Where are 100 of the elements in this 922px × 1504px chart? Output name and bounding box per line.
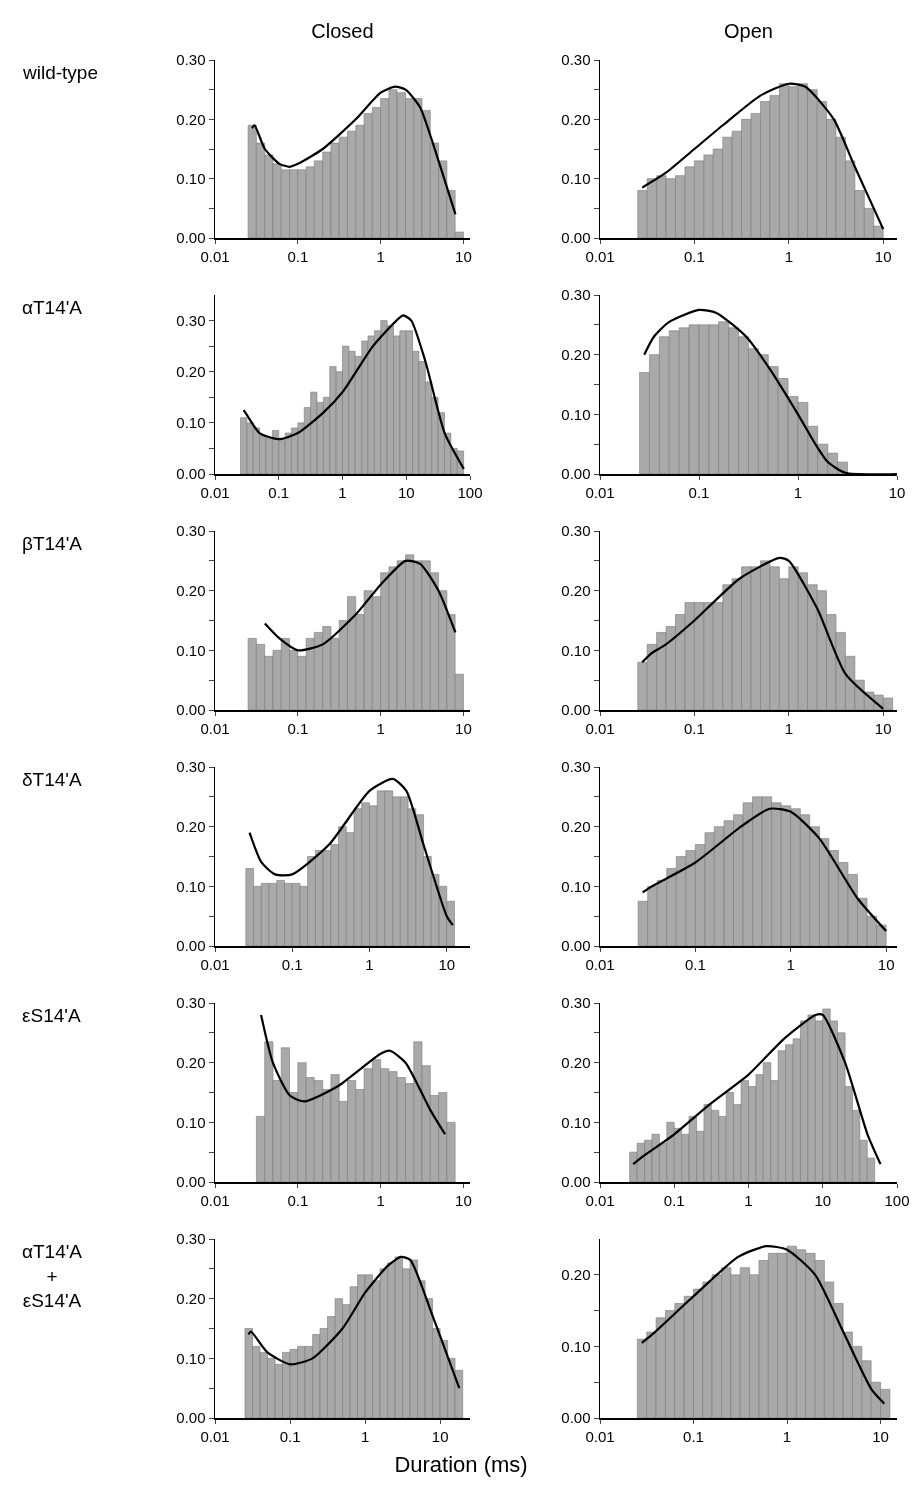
y-tick-label: 0.10 xyxy=(176,641,206,659)
x-tick-label: 1 xyxy=(365,955,374,973)
y-tick-label: 0.30 xyxy=(176,758,206,776)
y-tick-label: 0.30 xyxy=(176,1230,206,1248)
x-tick-label: 1 xyxy=(376,1191,385,1209)
x-tick-label: 0.1 xyxy=(684,955,706,973)
y-axis-title: δT14'A xyxy=(22,769,82,790)
x-tick-label: 1 xyxy=(793,483,803,501)
y-axis-title: αT14'A xyxy=(22,297,83,318)
x-tick-label: 10 xyxy=(438,955,456,973)
y-tick-label: 0.10 xyxy=(176,414,206,432)
y-tick-label: 0.10 xyxy=(176,169,206,187)
x-tick-label: 0.01 xyxy=(585,247,615,265)
x-tick-label: 1 xyxy=(786,955,795,973)
x-tick-label: 0.01 xyxy=(585,1427,615,1445)
y-tick-label: 0.00 xyxy=(176,937,206,955)
y-tick-label: 0.00 xyxy=(176,1173,206,1191)
x-tick-label: 10 xyxy=(888,483,906,501)
x-tick-label: 1 xyxy=(744,1191,753,1209)
y-tick-label: 0.00 xyxy=(561,229,591,247)
y-tick-label: 0.00 xyxy=(176,701,206,719)
y-tick-label: 0.00 xyxy=(176,229,206,247)
x-tick-label: 0.01 xyxy=(200,719,230,737)
x-tick-label: 10 xyxy=(877,955,895,973)
y-axis-title: αT14'A + εS14'A xyxy=(22,1241,83,1312)
y-tick-label: 0.10 xyxy=(561,169,591,187)
y-tick-label: 0.00 xyxy=(176,1409,206,1427)
y-tick-label: 0.20 xyxy=(176,1053,206,1071)
y-tick-label: 0.30 xyxy=(561,286,591,304)
x-tick-label: 100 xyxy=(884,1191,910,1209)
y-tick-label: 0.00 xyxy=(561,1409,591,1427)
x-tick-label: 0.01 xyxy=(585,955,615,973)
y-tick-label: 0.20 xyxy=(561,110,591,128)
x-tick-label: 1 xyxy=(360,1427,370,1445)
y-tick-label: 0.10 xyxy=(176,1349,206,1367)
x-tick-label: 0.1 xyxy=(683,1427,704,1445)
x-tick-label: 0.1 xyxy=(683,719,705,737)
x-tick-label: 1 xyxy=(782,1427,792,1445)
y-tick-label: 0.20 xyxy=(561,345,591,363)
chart-title: Open xyxy=(724,20,773,42)
x-tick-label: 0.1 xyxy=(663,1191,685,1209)
y-tick-label: 0.30 xyxy=(176,311,206,329)
x-tick-label: 1 xyxy=(784,719,793,737)
y-tick-label: 0.20 xyxy=(561,1053,591,1071)
y-tick-label: 0.10 xyxy=(561,1337,591,1355)
x-tick-label: 10 xyxy=(872,1427,889,1445)
x-tick-label: 10 xyxy=(814,1191,832,1209)
y-tick-label: 0.30 xyxy=(561,522,591,540)
y-tick-label: 0.10 xyxy=(561,877,591,895)
x-tick-label: 10 xyxy=(874,247,892,265)
x-tick-label: 0.01 xyxy=(585,1191,615,1209)
x-tick-label: 1 xyxy=(376,247,385,265)
y-tick-label: 0.30 xyxy=(561,758,591,776)
y-tick-label: 0.10 xyxy=(176,1113,206,1131)
x-tick-label: 10 xyxy=(397,483,415,501)
y-tick-label: 0.30 xyxy=(561,994,591,1012)
y-tick-label: 0.30 xyxy=(176,51,206,69)
x-tick-label: 0.01 xyxy=(200,1191,230,1209)
y-tick-label: 0.00 xyxy=(561,1173,591,1191)
x-tick-label: 0.1 xyxy=(287,719,309,737)
y-tick-label: 0.00 xyxy=(561,465,591,483)
y-axis-title: εS14'A xyxy=(22,1005,81,1026)
y-tick-label: 0.10 xyxy=(176,877,206,895)
y-tick-label: 0.20 xyxy=(561,817,591,835)
x-tick-label: 0.01 xyxy=(585,483,615,501)
y-tick-label: 0.20 xyxy=(561,1266,591,1284)
y-tick-label: 0.00 xyxy=(561,937,591,955)
y-tick-label: 0.20 xyxy=(176,1289,206,1307)
x-tick-label: 0.1 xyxy=(281,955,303,973)
x-tick-label: 10 xyxy=(455,719,472,737)
y-tick-label: 0.00 xyxy=(561,701,591,719)
y-tick-label: 0.20 xyxy=(561,581,591,599)
x-tick-label: 0.01 xyxy=(200,483,230,501)
y-tick-label: 0.10 xyxy=(561,1113,591,1131)
x-tick-label: 10 xyxy=(431,1427,449,1445)
chart-title: Closed xyxy=(311,20,374,42)
x-tick-label: 0.1 xyxy=(287,1191,309,1209)
x-tick-label: 100 xyxy=(457,483,483,501)
x-tick-label: 0.01 xyxy=(200,247,230,265)
y-tick-label: 0.20 xyxy=(176,581,206,599)
y-tick-label: 0.10 xyxy=(561,405,591,423)
x-tick-label: 1 xyxy=(784,247,793,265)
x-tick-label: 0.1 xyxy=(268,483,290,501)
x-tick-label: 0.1 xyxy=(287,247,309,265)
x-tick-label: 0.01 xyxy=(200,955,230,973)
x-tick-label: 1 xyxy=(338,483,347,501)
y-tick-label: 0.30 xyxy=(176,994,206,1012)
y-tick-label: 0.00 xyxy=(176,465,206,483)
x-tick-label: 0.01 xyxy=(585,719,615,737)
x-tick-label: 10 xyxy=(455,247,472,265)
y-tick-label: 0.20 xyxy=(176,362,206,380)
y-axis-title: wild-type xyxy=(22,62,98,83)
x-axis-title: Duration (ms) xyxy=(393,1452,529,1478)
x-tick-label: 0.1 xyxy=(688,483,710,501)
y-tick-label: 0.20 xyxy=(176,110,206,128)
y-tick-label: 0.20 xyxy=(176,817,206,835)
x-tick-label: 0.1 xyxy=(279,1427,301,1445)
y-axis-title: βT14'A xyxy=(22,533,83,554)
x-tick-label: 10 xyxy=(455,1191,472,1209)
x-tick-label: 10 xyxy=(874,719,892,737)
